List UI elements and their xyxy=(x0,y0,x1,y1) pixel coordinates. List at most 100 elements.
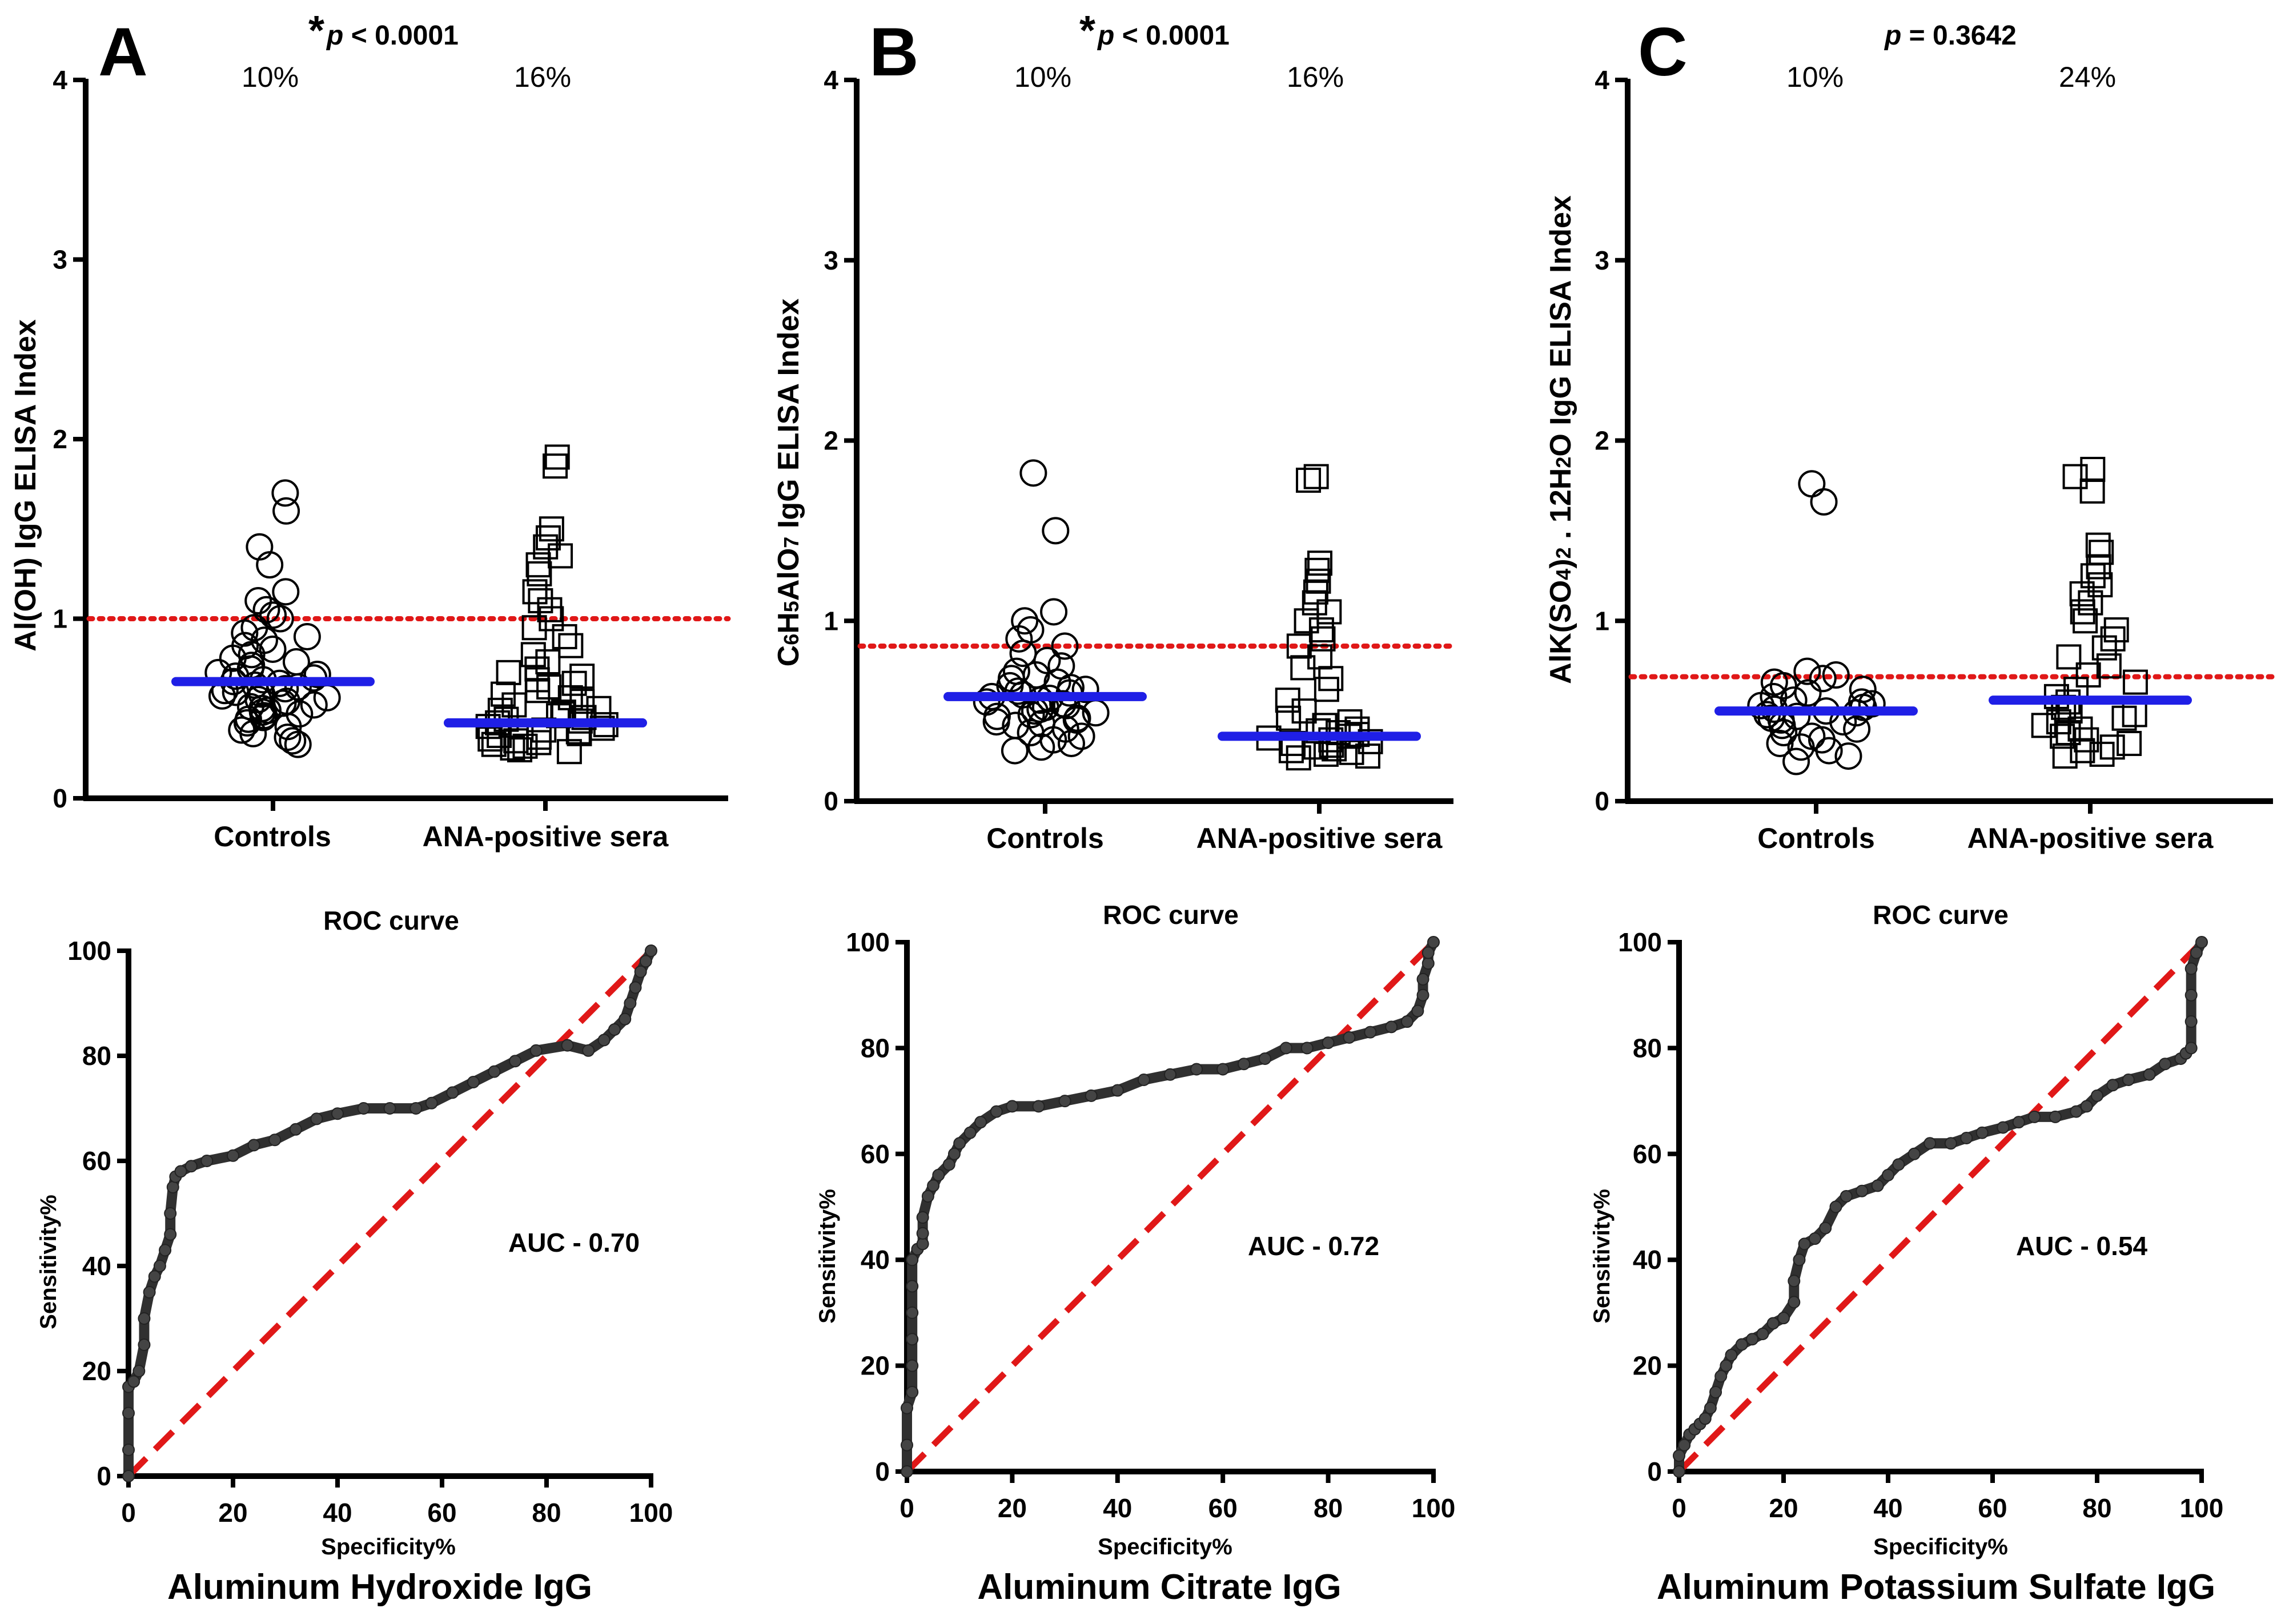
control-point xyxy=(1770,719,1798,747)
roc-point xyxy=(184,1160,198,1173)
roc-point xyxy=(1788,1296,1801,1309)
roc-point xyxy=(942,1158,955,1171)
roc-point xyxy=(1735,1338,1748,1351)
roc-point xyxy=(901,1438,913,1452)
y-tick-label: 0 xyxy=(824,786,838,816)
roc-point xyxy=(1766,1317,1780,1330)
roc-point xyxy=(2049,1110,2062,1123)
roc-y-tick-label: 20 xyxy=(861,1351,890,1381)
roc-x-tick-label: 80 xyxy=(1314,1493,1343,1523)
roc-point xyxy=(2158,1058,2171,1071)
roc-point xyxy=(1840,1189,1853,1203)
ylabel-b-part-6: IgG ELISA Index xyxy=(772,299,805,537)
roc-point xyxy=(1829,1200,1842,1213)
roc-x-tick-label: 20 xyxy=(218,1498,247,1527)
roc-point xyxy=(409,1102,423,1115)
sera-point xyxy=(2117,730,2142,756)
roc-point xyxy=(2195,936,2208,948)
roc-point xyxy=(634,965,647,978)
y-tick-label: 3 xyxy=(1595,246,1609,275)
control-point xyxy=(1822,661,1850,689)
percent-controls-b: 10% xyxy=(1014,61,1071,93)
y-tick-label: 2 xyxy=(1595,426,1609,456)
chart-marks: 0123400202040406060808010010001234002020… xyxy=(53,65,2276,1527)
sera-point xyxy=(544,444,570,470)
category-sera-c: ANA-positive sera xyxy=(1967,822,2214,854)
sera-point xyxy=(512,733,538,759)
p-label-b: p xyxy=(1097,21,1114,51)
roc-ylabel-b: Sensitivity% xyxy=(815,1189,840,1324)
ylabel-c-part-2: ) xyxy=(1544,558,1577,568)
roc-y-tick-label: 20 xyxy=(1633,1351,1662,1381)
roc-point xyxy=(1798,1237,1811,1251)
roc-x-tick-label: 80 xyxy=(2082,1493,2111,1523)
roc-point xyxy=(561,1039,574,1052)
roc-point xyxy=(1673,1449,1685,1462)
sera-point xyxy=(1314,677,1339,702)
roc-point xyxy=(200,1155,214,1167)
roc-point xyxy=(947,1147,961,1160)
percent-controls-c: 10% xyxy=(1786,61,1844,93)
sera-point xyxy=(481,731,507,757)
sera-point xyxy=(539,516,564,542)
sera-point xyxy=(556,739,582,765)
roc-point xyxy=(2184,962,2198,975)
sera-point xyxy=(500,735,525,761)
roc-point xyxy=(1673,1465,1685,1478)
sera-point xyxy=(2087,572,2113,598)
panel-letter-b: B xyxy=(869,14,919,90)
p-number-c: = 0.3642 xyxy=(1901,21,2017,51)
sera-point xyxy=(2056,644,2082,670)
control-point xyxy=(238,641,266,669)
y-tick-label: 1 xyxy=(824,606,838,636)
sera-point xyxy=(525,678,551,704)
control-point xyxy=(259,635,287,663)
roc-point xyxy=(138,1312,151,1325)
roc-x-tick-label: 40 xyxy=(1873,1493,1902,1523)
roc-point xyxy=(148,1270,161,1283)
y-tick-label: 0 xyxy=(1595,786,1609,816)
ylabel-a: Al(OH) IgG ELISA Index xyxy=(9,319,42,652)
sera-point xyxy=(1290,655,1316,681)
roc-y-tick-label: 80 xyxy=(861,1033,890,1063)
roc-point xyxy=(132,1365,146,1377)
control-point xyxy=(1027,733,1055,761)
roc-curve xyxy=(123,946,656,1481)
roc-title-a: ROC curve xyxy=(323,906,459,935)
control-point xyxy=(1794,679,1822,707)
y-tick-label: 0 xyxy=(53,783,67,813)
roc-point xyxy=(164,1228,177,1241)
roc-marks-a: 00 20 20 40 40 60 60 80 80 100 100 xyxy=(67,936,673,1527)
sera-point xyxy=(2086,554,2111,580)
ylabel-b-part-3: 5 xyxy=(780,601,803,612)
roc-title-b: ROC curve xyxy=(1103,900,1239,930)
control-point xyxy=(1787,733,1815,761)
roc-point xyxy=(901,1465,913,1478)
roc-point xyxy=(963,1126,977,1139)
roc-point xyxy=(953,1137,966,1150)
roc-y-tick-label: 40 xyxy=(82,1251,111,1281)
roc-curve xyxy=(902,937,1439,1477)
roc-point xyxy=(1725,1349,1738,1362)
percent-sera-b: 16% xyxy=(1287,61,1344,93)
percent-sera-a: 16% xyxy=(514,61,571,93)
roc-point xyxy=(1190,1063,1203,1076)
roc-point xyxy=(122,1406,135,1420)
roc-point xyxy=(629,981,642,994)
roc-x-tick-label: 100 xyxy=(2180,1493,2224,1523)
roc-reference-line xyxy=(1677,940,2204,1474)
sera-point xyxy=(2062,464,2088,489)
sera-point xyxy=(2089,741,2115,767)
roc-point xyxy=(2122,1074,2135,1087)
roc-point xyxy=(1793,1253,1806,1267)
roc-point xyxy=(2080,1100,2093,1113)
roc-point xyxy=(916,1227,929,1240)
sera-point xyxy=(1286,745,1311,771)
roc-point xyxy=(2012,1116,2025,1129)
roc-point xyxy=(1421,946,1435,959)
auc-b: AUC - 0.72 xyxy=(1248,1231,1379,1261)
roc-point xyxy=(159,1244,172,1257)
category-controls-b: Controls xyxy=(986,822,1104,854)
sera-point xyxy=(2085,532,2111,558)
roc-point xyxy=(2106,1079,2119,1092)
